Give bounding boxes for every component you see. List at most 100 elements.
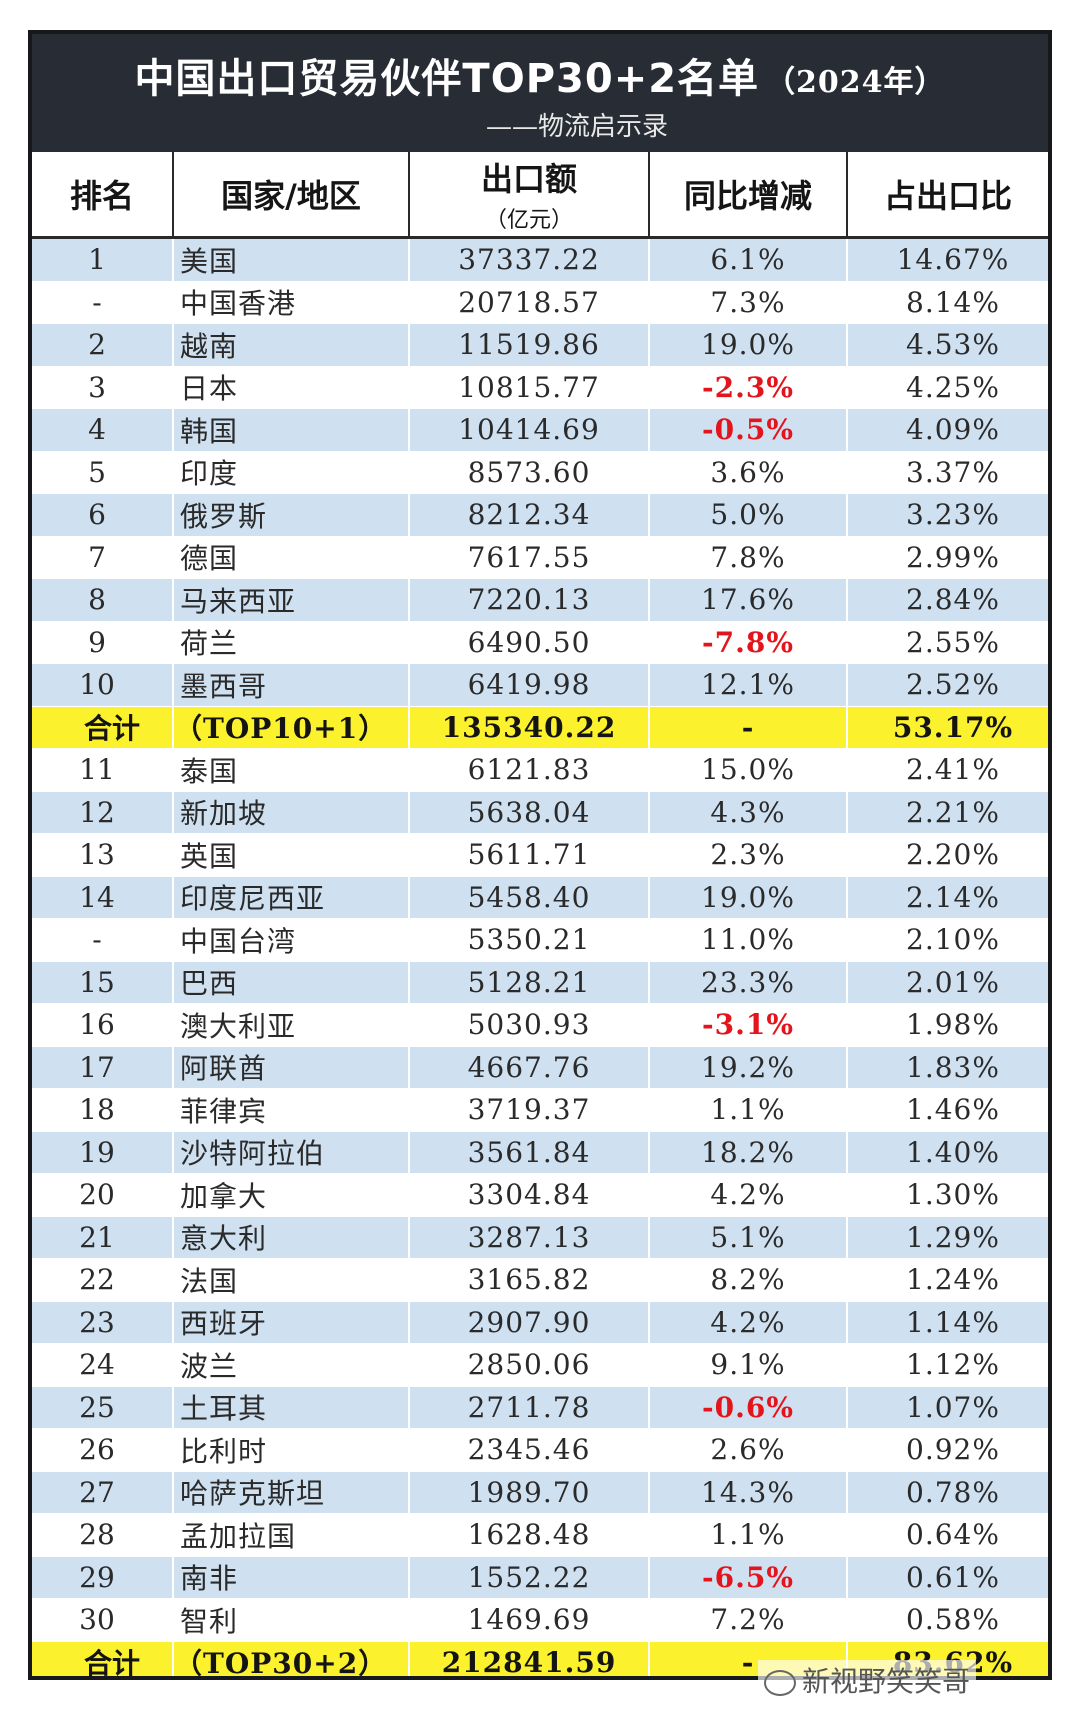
export-share-cell: 0.58% [847,1598,1048,1642]
export-share-cell: 1.30% [847,1173,1048,1217]
yoy-change-cell: 19.0% [649,323,848,367]
export-share-cell: 8.14% [847,281,1048,324]
yoy-change-cell: 7.8% [649,536,848,579]
rank-cell: 11 [32,748,174,792]
watermark-text: 新视野笑笑哥 [802,1665,971,1698]
table-header-row: 排名 国家/地区 出口额 （亿元） 同比增减 占出口比 [32,152,1048,239]
export-amount-cell: 1552.22 [409,1556,650,1599]
export-share-cell: 2.84% [847,578,1048,622]
table-row: 16 澳大利亚 5030.93 -3.1% 1.98% [32,1003,1048,1047]
export-amount-cell: 5030.93 [409,1003,650,1047]
table-row: 17 阿联酋 4667.76 19.2% 1.83% [32,1046,1048,1089]
export-share-cell: 2.41% [847,748,1048,792]
yoy-change-cell: -2.3% [649,366,848,409]
country-cell: 哈萨克斯坦 [173,1471,410,1514]
table-row: 14 印度尼西亚 5458.40 19.0% 2.14% [32,876,1048,919]
rank-cell: 21 [32,1216,174,1259]
export-amount-cell: 1989.70 [409,1471,650,1514]
export-share-cell: 1.24% [847,1258,1048,1302]
export-amount-cell: 3287.13 [409,1216,650,1259]
table-row: 23 西班牙 2907.90 4.2% 1.14% [32,1301,1048,1344]
header-yoy: 同比增减 [649,152,848,239]
export-amount-cell: 4667.76 [409,1046,650,1089]
table-row: - 中国香港 20718.57 7.3% 8.14% [32,281,1048,324]
header-export-label: 出口额 [480,160,577,198]
rank-cell: 9 [32,621,174,664]
yoy-change-cell: -3.1% [649,1003,848,1047]
export-share-cell: 0.64% [847,1513,1048,1557]
table-row: - 中国台湾 5350.21 11.0% 2.10% [32,918,1048,962]
table-row: 7 德国 7617.55 7.8% 2.99% [32,536,1048,579]
table-row: 30 智利 1469.69 7.2% 0.58% [32,1598,1048,1642]
yoy-change-cell: 19.0% [649,876,848,919]
watermark-logo-icon [764,1670,796,1696]
export-share-cell: 0.61% [847,1556,1048,1599]
rank-cell: 7 [32,536,174,579]
country-cell: 比利时 [173,1428,410,1472]
country-cell: 阿联酋 [173,1046,410,1089]
total-row: 合计 （TOP10+1） 135340.22-53.17% [32,706,1048,749]
export-share-cell: 1.98% [847,1003,1048,1047]
export-share-cell: 2.14% [847,876,1048,919]
country-cell: 越南 [173,323,410,367]
yoy-change-cell: 14.3% [649,1471,848,1514]
export-share-cell: 3.37% [847,451,1048,494]
export-amount-cell: 1628.48 [409,1513,650,1557]
country-cell: 意大利 [173,1216,410,1259]
export-amount-cell: 7617.55 [409,536,650,579]
country-cell: 墨西哥 [173,663,410,707]
rank-cell: 26 [32,1428,174,1472]
table-row: 28 孟加拉国 1628.48 1.1% 0.64% [32,1513,1048,1557]
country-cell: 韩国 [173,408,410,452]
rank-cell: 24 [32,1343,174,1387]
export-share-cell: 1.12% [847,1343,1048,1387]
yoy-change-cell: - [649,1641,848,1676]
yoy-change-cell: -6.5% [649,1556,848,1599]
export-share-cell: 1.40% [847,1131,1048,1174]
yoy-change-cell: 9.1% [649,1343,848,1387]
table-row: 22 法国 3165.82 8.2% 1.24% [32,1258,1048,1302]
export-share-cell: 2.21% [847,791,1048,834]
table-row: 18 菲律宾 3719.37 1.1% 1.46% [32,1088,1048,1132]
country-cell: 泰国 [173,748,410,792]
yoy-change-cell: 4.3% [649,791,848,834]
country-cell: 巴西 [173,961,410,1004]
table-row: 25 土耳其 2711.78 -0.6% 1.07% [32,1386,1048,1429]
country-cell: 菲律宾 [173,1088,410,1132]
export-amount-cell: 6121.83 [409,748,650,792]
table-frame: 中国出口贸易伙伴TOP30+2名单 （2024年） ——物流启示录 排名 国家/地… [28,30,1052,1680]
rank-cell: 22 [32,1258,174,1302]
export-amount-cell: 6419.98 [409,663,650,707]
rank-cell: 17 [32,1046,174,1089]
table-row: 5 印度 8573.60 3.6% 3.37% [32,451,1048,494]
subtitle: ——物流启示录 [485,112,668,142]
rank-cell: 30 [32,1598,174,1642]
country-cell: 德国 [173,536,410,579]
yoy-change-cell: 4.2% [649,1301,848,1344]
yoy-change-cell: 19.2% [649,1046,848,1089]
country-cell: 波兰 [173,1343,410,1387]
country-cell: 中国香港 [173,281,410,324]
export-share-cell: 2.52% [847,663,1048,707]
rank-cell: 6 [32,493,174,537]
header-rank: 排名 [32,152,174,239]
export-amount-cell: 5128.21 [409,961,650,1004]
export-amount-cell: 11519.86 [409,323,650,367]
header-export-unit: （亿元） [484,208,573,233]
table-row: 8 马来西亚 7220.13 17.6% 2.84% [32,578,1048,622]
table-row: 29 南非 1552.22 -6.5% 0.61% [32,1556,1048,1599]
export-amount-cell: 5350.21 [409,918,650,962]
table-row: 9 荷兰 6490.50 -7.8% 2.55% [32,621,1048,664]
country-cell: 法国 [173,1258,410,1302]
export-amount-cell: 2345.46 [409,1428,650,1472]
yoy-change-cell: 11.0% [649,918,848,962]
yoy-change-cell: 2.3% [649,833,848,877]
export-amount-cell: 20718.57 [409,281,650,324]
export-amount-cell: 10815.77 [409,366,650,409]
export-share-cell: 1.83% [847,1046,1048,1089]
rank-cell: 10 [32,663,174,707]
table-row: 2 越南 11519.86 19.0% 4.53% [32,323,1048,367]
table-row: 21 意大利 3287.13 5.1% 1.29% [32,1216,1048,1259]
export-amount-cell: 5638.04 [409,791,650,834]
yoy-change-cell: 5.1% [649,1216,848,1259]
